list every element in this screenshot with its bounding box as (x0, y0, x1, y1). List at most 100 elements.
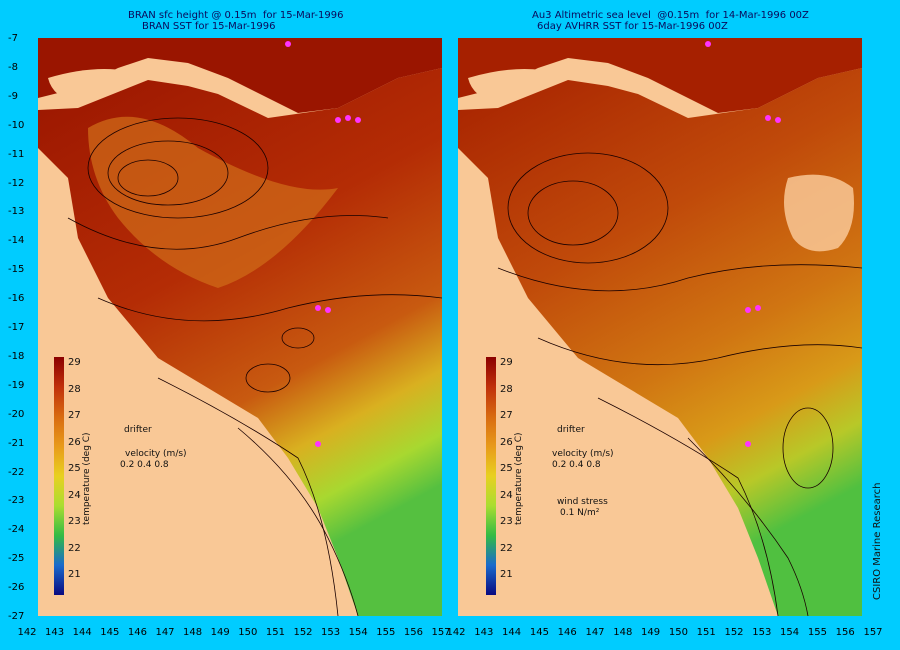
legend-tick-label: 21 (68, 569, 81, 580)
north-land-sst (458, 38, 862, 113)
velocity-label-left: velocity (m/s) (125, 449, 187, 459)
left-title-line2: BRAN SST for 15-Mar-1996 (142, 21, 276, 32)
legend-tick-label: 22 (68, 542, 81, 554)
x-tick-label: 151 (265, 627, 285, 638)
x-tick-label: 152 (724, 627, 744, 638)
x-tick-label: 152 (293, 627, 313, 638)
legend-tick-label: 23 (68, 516, 81, 527)
x-tick-label: 144 (72, 627, 92, 638)
legend-tick-label: 21 (500, 569, 513, 580)
legend-title: temperature (deg C) (82, 432, 92, 525)
x-tick-label: 143 (45, 627, 65, 638)
legend-tick-label: 28 (68, 383, 81, 395)
cape-york-land (468, 69, 558, 103)
x-tick-label: 145 (529, 627, 549, 638)
x-tick-label: 148 (183, 627, 203, 638)
wind-stress-value: 0.1 N/m² (560, 508, 600, 518)
x-tick-label: 142 (446, 627, 466, 638)
x-tick-label: 150 (668, 627, 688, 638)
x-tick-label: 154 (780, 627, 800, 638)
y-tick-label: -9 (8, 90, 18, 102)
y-tick-label: -15 (8, 264, 25, 276)
x-tick-label: 146 (557, 627, 577, 638)
x-tick-label: 156 (835, 627, 855, 638)
drifter-label-left: drifter (124, 425, 152, 435)
x-tick-label: 147 (585, 627, 605, 638)
y-tick-label: -27 (8, 611, 25, 622)
y-tick-label: -7 (8, 33, 18, 44)
x-tick-label: 143 (474, 627, 494, 638)
altimetry-contours (497, 152, 862, 616)
left-map-panel (38, 38, 442, 616)
legend-tick-label: 28 (500, 383, 513, 395)
x-tick-label: 157 (431, 627, 451, 638)
x-tick-label: 157 (863, 627, 883, 638)
legend-colorbar (486, 357, 496, 595)
y-tick-label: -12 (8, 177, 25, 189)
left-map (38, 38, 442, 616)
wind-stress-label: wind stress (557, 497, 608, 507)
drifter-tracks (705, 41, 781, 447)
x-tick-label: 149 (210, 627, 230, 638)
height-contours (67, 117, 442, 616)
y-tick-label: -8 (8, 61, 18, 73)
legend-title: temperature (deg C) (514, 432, 524, 525)
legend-tick-label: 25 (68, 463, 81, 474)
right-title-line1: Au3 Altimetric sea level @0.15m for 14-M… (532, 10, 809, 21)
x-tick-label: 155 (376, 627, 396, 638)
y-tick-label: -24 (8, 524, 25, 536)
y-tick-label: -16 (8, 293, 25, 305)
x-tick-label: 150 (238, 627, 258, 638)
x-tick-label: 142 (17, 627, 37, 638)
y-tick-label: -20 (8, 408, 25, 420)
credit-text: CSIRO Marine Research (872, 482, 883, 600)
legend-tick-label: 24 (68, 489, 81, 501)
y-tick-label: -21 (8, 437, 25, 449)
x-tick-label: 146 (127, 627, 147, 638)
legend-tick-label: 29 (500, 357, 513, 368)
right-map (458, 38, 862, 616)
x-tick-label: 148 (613, 627, 633, 638)
legend-tick-label: 24 (500, 489, 513, 501)
velocity-scale-right: 0.2 0.4 0.8 (552, 460, 601, 470)
legend-tick-label: 23 (500, 516, 513, 527)
y-tick-label: -23 (8, 495, 25, 507)
y-tick-label: -22 (8, 466, 25, 478)
legend-tick-label: 27 (500, 410, 513, 421)
y-tick-label: -11 (8, 148, 25, 160)
x-tick-label: 147 (155, 627, 175, 638)
legend-tick-label: 26 (500, 436, 513, 448)
legend-colorbar (54, 357, 64, 595)
y-tick-label: -19 (8, 379, 25, 391)
warm-patch (88, 116, 338, 288)
cloud-gap (784, 174, 854, 252)
y-tick-label: -18 (8, 350, 25, 362)
x-tick-label: 153 (752, 627, 772, 638)
x-tick-label: 145 (100, 627, 120, 638)
legend-tick-label: 29 (68, 357, 81, 368)
right-map-panel (458, 38, 862, 616)
x-tick-label: 154 (348, 627, 368, 638)
velocity-label-right: velocity (m/s) (552, 449, 614, 459)
y-tick-label: -14 (8, 235, 25, 247)
x-tick-label: 155 (807, 627, 827, 638)
legend-tick-label: 25 (500, 463, 513, 474)
y-tick-label: -25 (8, 553, 25, 565)
sea-area (458, 68, 862, 616)
north-land-sst (38, 38, 442, 113)
legend-tick-label: 27 (68, 410, 81, 421)
drifter-tracks (285, 41, 361, 447)
y-tick-label: -13 (8, 206, 25, 218)
x-tick-label: 151 (696, 627, 716, 638)
x-tick-label: 156 (403, 627, 423, 638)
x-tick-label: 153 (321, 627, 341, 638)
y-tick-label: -17 (8, 322, 25, 333)
x-tick-label: 144 (502, 627, 522, 638)
legend-tick-label: 26 (68, 436, 81, 448)
cape-york-land (48, 69, 138, 103)
y-tick-label: -26 (8, 582, 25, 594)
drifter-label-right: drifter (557, 425, 585, 435)
left-title-line1: BRAN sfc height @ 0.15m for 15-Mar-1996 (128, 10, 344, 21)
x-tick-label: 149 (641, 627, 661, 638)
y-tick-label: -10 (8, 119, 25, 131)
